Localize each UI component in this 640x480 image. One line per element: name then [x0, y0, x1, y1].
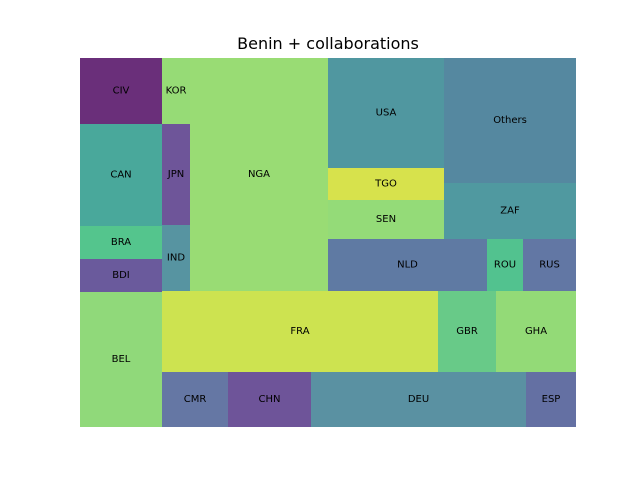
tile-rou [487, 239, 523, 291]
tile-label-nld: NLD [397, 260, 418, 271]
tile-label-gbr: GBR [456, 326, 478, 337]
tile-label-zaf: ZAF [500, 206, 520, 217]
tile-bdi [80, 259, 162, 292]
tile-label-cmr: CMR [184, 394, 207, 405]
tile-gha [496, 291, 576, 372]
tile-label-bel: BEL [112, 354, 131, 365]
tile-label-can: CAN [110, 170, 131, 181]
tile-nga [190, 58, 328, 291]
tile-gbr [438, 291, 496, 372]
tile-deu [311, 372, 526, 427]
tile-label-bra: BRA [111, 237, 131, 248]
tile-kor [162, 58, 190, 124]
tile-others [444, 58, 576, 183]
tile-label-civ: CIV [113, 86, 130, 97]
chart-title: Benin + collaborations [237, 34, 419, 53]
tile-label-usa: USA [376, 108, 397, 119]
tile-label-tgo: TGO [374, 179, 397, 190]
tile-label-fra: FRA [290, 326, 309, 337]
tile-label-chn: CHN [259, 394, 281, 405]
tile-label-sen: SEN [376, 214, 396, 225]
tile-label-others: Others [493, 115, 527, 126]
tile-label-deu: DEU [408, 394, 429, 405]
tile-ind [162, 225, 190, 291]
tile-sen [328, 200, 444, 239]
tile-cmr [162, 372, 228, 427]
tile-zaf [444, 183, 576, 239]
tile-label-rus: RUS [539, 260, 560, 271]
tile-label-bdi: BDI [112, 270, 130, 281]
tile-rus [523, 239, 576, 291]
tile-esp [526, 372, 576, 427]
tile-nld [328, 239, 487, 291]
tile-label-rou: ROU [494, 260, 516, 271]
tile-label-gha: GHA [525, 326, 547, 337]
tile-label-kor: KOR [166, 86, 187, 97]
tile-label-esp: ESP [542, 394, 561, 405]
tile-label-nga: NGA [248, 169, 270, 180]
tile-can [80, 124, 162, 226]
tile-label-ind: IND [167, 253, 185, 264]
tile-chn [228, 372, 311, 427]
tile-jpn [162, 124, 190, 225]
tile-fra [162, 291, 438, 372]
tile-bel [80, 292, 162, 427]
tile-bra [80, 226, 162, 259]
tile-civ [80, 58, 162, 124]
tile-label-jpn: JPN [167, 169, 184, 180]
tile-tgo [328, 168, 444, 200]
treemap-tiles: CIV CAN BRA BDI BEL KOR JPN IND NGA USA TGO SEN Othe… [80, 58, 576, 427]
tile-usa [328, 58, 444, 168]
